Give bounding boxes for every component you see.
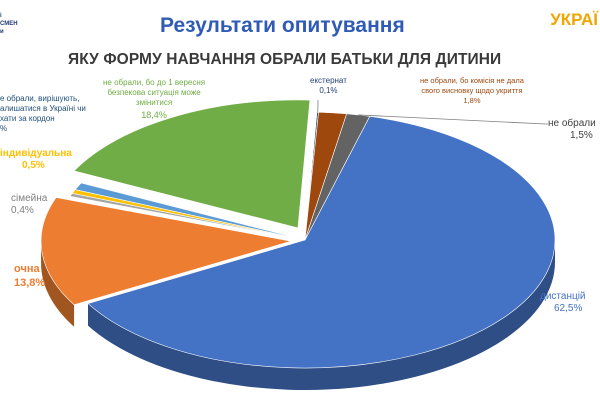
logo: і СМЕН и xyxy=(0,12,18,36)
label-ochna: очна 13,8% xyxy=(14,262,45,290)
label-security-line3: змінитися xyxy=(135,98,173,107)
label-security-line2: безпекова ситуація може xyxy=(107,88,201,97)
logo-line: і xyxy=(0,13,2,19)
pie-slice xyxy=(73,99,311,229)
label-security-line1: не обрали, бо до 1 вересня xyxy=(103,78,206,87)
pie-slice xyxy=(74,182,306,241)
logo-line: и xyxy=(0,29,4,35)
label-undecided-pct: % xyxy=(0,124,8,133)
label-simeina-pct: 0,4% xyxy=(11,205,34,216)
pie-slice xyxy=(40,197,292,306)
label-indyv: індивідуальна 0,5% xyxy=(0,148,72,172)
brand-text: УКРАЇ xyxy=(550,10,598,29)
label-commission-pct: 1,8% xyxy=(463,96,481,105)
label-commission-line2: свого висновку щодо укриття xyxy=(421,86,523,95)
label-undecided-line2: алишатися в Україні чи xyxy=(0,104,86,113)
label-security: не обрали, бо до 1 вересня безпекова сит… xyxy=(103,78,205,120)
pie-slice xyxy=(87,116,556,369)
label-commission: не обрали, бо комісія не дала свого висн… xyxy=(420,76,524,106)
page-title: Результати опитування xyxy=(160,14,405,37)
label-distance: дистанцій 62,5% xyxy=(540,291,586,315)
label-simeina: сімейна 0,4% xyxy=(11,193,47,217)
pie-slice-side xyxy=(41,241,75,327)
leader-line xyxy=(358,114,547,125)
label-notchosen-pct: 1,5% xyxy=(570,130,593,141)
label-externat-pct: 0,1% xyxy=(319,86,338,95)
label-undecided: е обрали, вирішують, алишатися в Україні… xyxy=(0,94,86,134)
label-externat: екстернат 0,1% xyxy=(310,76,347,96)
label-distance-pct: 62,5% xyxy=(554,303,583,314)
label-externat-name: екстернат xyxy=(310,76,347,85)
label-notchosen: не обрали 1,5% xyxy=(548,118,596,142)
label-notchosen-name: не обрали xyxy=(548,118,596,129)
chart-title: ЯКУ ФОРМУ НАВЧАННЯ ОБРАЛИ БАТЬКИ ДЛЯ ДИТ… xyxy=(68,51,502,68)
label-commission-line1: не обрали, бо комісія не дала xyxy=(420,76,524,85)
logo-line: СМЕН xyxy=(0,21,18,27)
label-indyv-name: індивідуальна xyxy=(0,148,72,159)
label-undecided-line1: е обрали, вирішують, xyxy=(0,94,80,103)
label-indyv-pct: 0,5% xyxy=(22,160,45,171)
label-ochna-pct: 13,8% xyxy=(14,277,46,289)
label-ochna-name: очна xyxy=(14,263,40,275)
label-security-pct: 18,4% xyxy=(141,110,167,120)
pie-slice-side xyxy=(88,240,555,390)
label-simeina-name: сімейна xyxy=(11,193,48,204)
label-undecided-line3: хати за кордон xyxy=(0,114,55,123)
label-distance-name: дистанцій xyxy=(540,291,586,302)
